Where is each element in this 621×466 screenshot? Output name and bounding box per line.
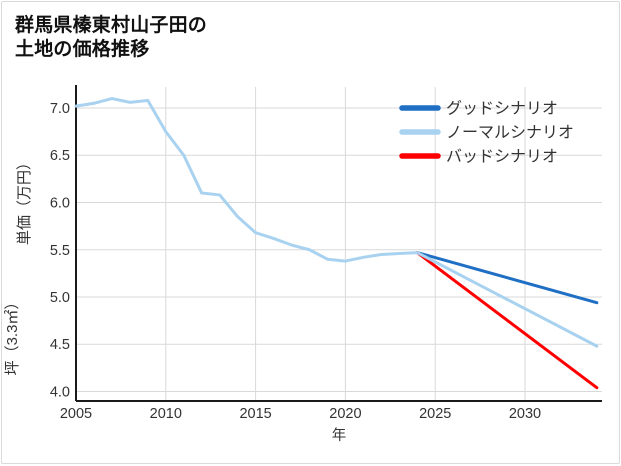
svg-text:坪（3.3㎡）: 坪（3.3㎡） [4,295,21,376]
svg-text:ノーマルシナリオ: ノーマルシナリオ [446,125,574,142]
svg-text:単価（万円）: 単価（万円） [16,155,33,245]
svg-text:6.5: 6.5 [50,148,70,164]
svg-text:2030: 2030 [509,406,541,422]
svg-text:2020: 2020 [329,406,361,422]
svg-text:6.0: 6.0 [50,196,70,212]
svg-text:7.0: 7.0 [50,101,70,117]
svg-text:グッドシナリオ: グッドシナリオ [446,100,558,118]
svg-text:年: 年 [332,427,347,444]
svg-text:2025: 2025 [419,406,451,422]
svg-text:4.0: 4.0 [50,385,70,401]
svg-text:5.5: 5.5 [50,243,70,259]
svg-text:2015: 2015 [239,406,271,422]
svg-text:2010: 2010 [150,406,182,422]
svg-text:バッドシナリオ: バッドシナリオ [446,149,558,166]
svg-text:5.0: 5.0 [50,290,70,306]
svg-text:4.5: 4.5 [50,337,70,353]
svg-text:2005: 2005 [60,406,92,422]
